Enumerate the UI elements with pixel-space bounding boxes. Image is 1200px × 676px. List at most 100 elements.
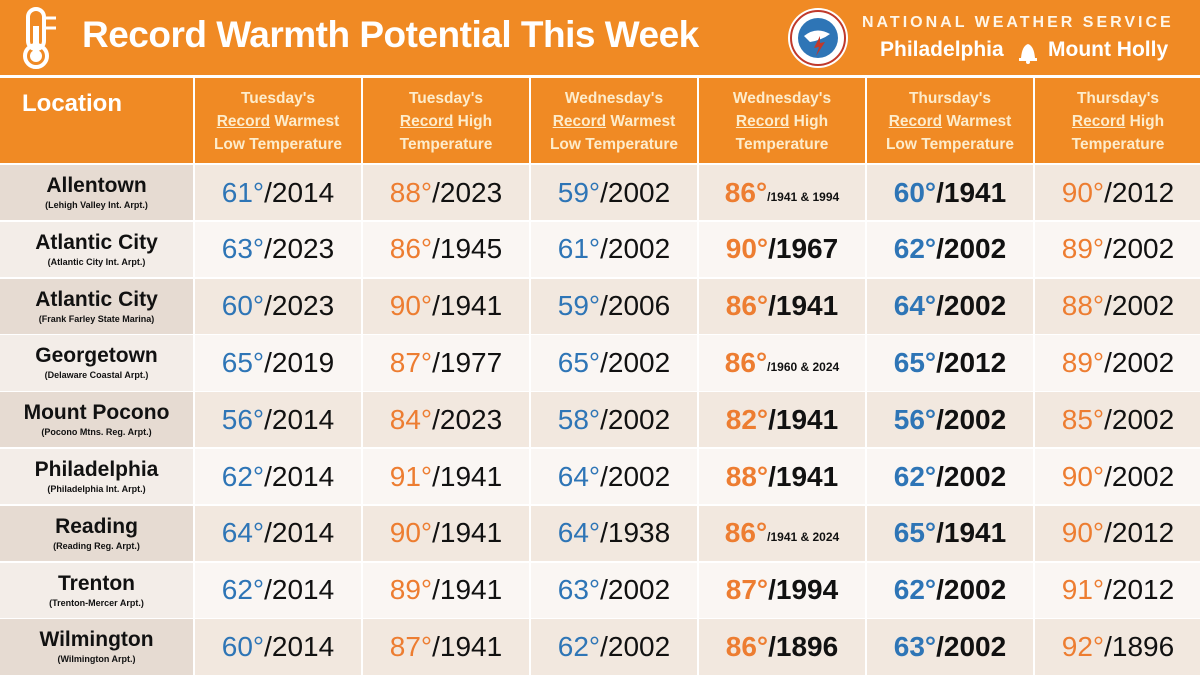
record-temp: 63° xyxy=(221,233,265,265)
record-year: /2002 xyxy=(600,347,671,379)
record-temp: 89° xyxy=(389,574,433,606)
record-temp: 61° xyxy=(557,233,601,265)
record-temp: 59° xyxy=(557,176,601,208)
record-year: /2014 xyxy=(264,176,335,208)
header-line: Record Warmest xyxy=(867,110,1033,133)
header-record: Record xyxy=(216,113,271,130)
bell-icon xyxy=(1019,44,1037,64)
record-temp: 88° xyxy=(725,460,769,492)
header-kind: High xyxy=(453,113,493,130)
record-year: /2002 xyxy=(600,403,671,435)
header-tail: Low Temperature xyxy=(549,136,679,153)
record-cell: 61°/2014 xyxy=(195,165,361,221)
record-temp: 56° xyxy=(893,403,937,435)
record-cell: 62°/2002 xyxy=(867,221,1033,278)
record-cell: 65°/2012 xyxy=(867,335,1033,391)
record-temp: 61° xyxy=(221,176,265,208)
location-site: (Frank Farley State Marina) xyxy=(38,313,155,324)
record-temp: 89° xyxy=(1061,233,1105,265)
record-temp: 65° xyxy=(557,347,601,379)
record-year: /2002 xyxy=(600,233,671,265)
record-year: /2014 xyxy=(264,460,335,492)
record-temp: 87° xyxy=(389,631,433,663)
record-temp: 59° xyxy=(557,290,601,322)
record-cell: 60°/1941 xyxy=(867,165,1033,221)
record-year: /2006 xyxy=(600,290,671,322)
location-cell: Atlantic City (Atlantic City Int. Arpt.) xyxy=(0,221,193,278)
record-year: /1941 xyxy=(432,460,503,492)
record-temp: 88° xyxy=(1061,290,1105,322)
header-tail: Temperature xyxy=(1071,136,1165,153)
record-cell: 62°/2014 xyxy=(195,562,361,618)
record-cell: 88°/1941 xyxy=(699,449,865,505)
header-day: Tuesday's xyxy=(240,90,316,107)
record-year: /1941 xyxy=(768,403,839,435)
header-day: Wednesday's xyxy=(564,90,664,107)
record-cell: 64°/1938 xyxy=(531,505,697,562)
record-cell: 90°/2012 xyxy=(1035,505,1200,562)
record-temp: 62° xyxy=(221,460,265,492)
record-year: /1941 xyxy=(432,290,503,322)
record-year: /2014 xyxy=(264,517,335,549)
record-temp: 63° xyxy=(557,574,601,606)
location-cell: Georgetown (Delaware Coastal Arpt.) xyxy=(0,335,193,391)
record-cell: 91°/2012 xyxy=(1035,562,1200,618)
record-year: /1967 xyxy=(768,233,839,265)
record-year: /2002 xyxy=(936,574,1007,606)
record-temp: 64° xyxy=(893,290,937,322)
header-kind: High xyxy=(1125,113,1165,130)
record-temp: 65° xyxy=(893,517,937,549)
record-temp: 90° xyxy=(1061,517,1105,549)
record-year: /1945 xyxy=(432,233,503,265)
record-temp: 89° xyxy=(1061,347,1105,379)
record-cell: 90°/1941 xyxy=(363,505,529,562)
record-temp: 65° xyxy=(221,347,265,379)
record-temp: 86° xyxy=(724,517,768,549)
record-cell: 86°/1941 & 2024 xyxy=(699,505,865,562)
record-year: /1941 & 2024 xyxy=(767,530,840,545)
record-year: /2002 xyxy=(1104,233,1175,265)
header-tail: Low Temperature xyxy=(885,136,1015,153)
record-cell: 86°/1941 & 1994 xyxy=(699,165,865,221)
record-year: /1941 xyxy=(768,460,839,492)
record-year: /1941 xyxy=(768,290,839,322)
record-cell: 62°/2002 xyxy=(867,449,1033,505)
record-temp: 86° xyxy=(724,347,768,379)
header-record: Record xyxy=(552,113,607,130)
record-cell: 88°/2002 xyxy=(1035,278,1200,334)
record-temp: 91° xyxy=(1061,574,1105,606)
record-cell: 86°/1941 xyxy=(699,278,865,334)
record-year: /2002 xyxy=(936,233,1007,265)
record-cell: 60°/2023 xyxy=(195,278,361,334)
record-year: /1896 xyxy=(768,631,839,663)
record-cell: 86°/1896 xyxy=(699,619,865,675)
record-year: /1941 xyxy=(432,574,503,606)
record-year: /2002 xyxy=(936,290,1007,322)
location-site: (Delaware Coastal Arpt.) xyxy=(44,370,149,381)
location-name: Georgetown xyxy=(35,344,158,368)
location-name: Allentown xyxy=(46,174,147,197)
record-cell: 63°/2002 xyxy=(867,619,1033,675)
column-header: Tuesday's Record High Temperature xyxy=(363,78,529,163)
header-day: Thursday's xyxy=(908,90,992,107)
record-year: /1941 xyxy=(936,517,1007,549)
record-temp: 58° xyxy=(557,403,601,435)
record-year: /1938 xyxy=(600,517,671,549)
record-year: /2014 xyxy=(264,403,335,435)
record-temp: 86° xyxy=(724,176,768,208)
record-year: /2012 xyxy=(936,347,1007,379)
location-cell: Trenton (Trenton-Mercer Arpt.) xyxy=(0,562,193,618)
header-kind: Warmest xyxy=(606,113,676,130)
header-day: Tuesday's xyxy=(408,90,484,107)
record-temp: 90° xyxy=(1061,176,1105,208)
location-cell: Reading (Reading Reg. Arpt.) xyxy=(0,505,193,562)
location-site: (Reading Reg. Arpt.) xyxy=(53,540,140,551)
location-name: Atlantic City xyxy=(35,230,158,254)
header-line: Record High xyxy=(1035,110,1200,133)
record-cell: 88°/2023 xyxy=(363,165,529,221)
record-cell: 86°/1945 xyxy=(363,221,529,278)
agency-name: NATIONAL WEATHER SERVICE xyxy=(862,14,1174,31)
record-temp: 85° xyxy=(1061,403,1105,435)
header-day: Thursday's xyxy=(1076,90,1160,107)
